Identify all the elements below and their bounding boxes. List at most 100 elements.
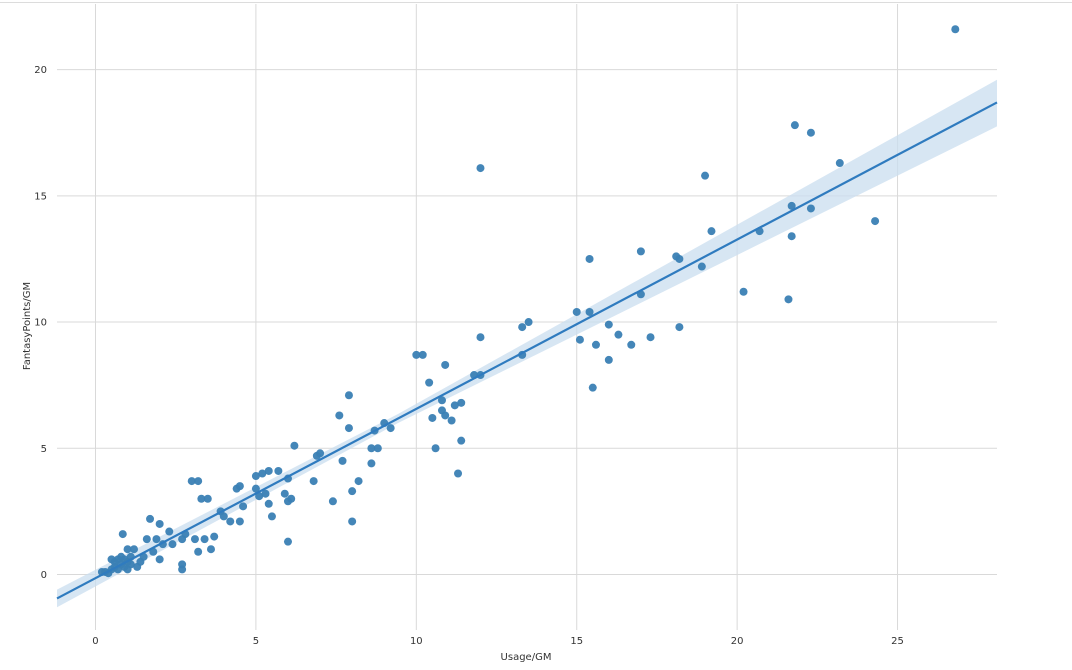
data-point xyxy=(354,477,363,486)
data-point xyxy=(636,247,645,256)
data-point xyxy=(258,469,267,478)
y-tick-label: 5 xyxy=(41,444,47,455)
data-point xyxy=(418,350,427,359)
scatter-points xyxy=(97,25,960,578)
data-point xyxy=(126,560,135,569)
y-tick-label: 15 xyxy=(34,191,47,202)
data-point xyxy=(155,519,164,528)
data-point xyxy=(152,535,161,544)
data-point xyxy=(518,323,527,332)
data-point xyxy=(386,424,395,433)
data-point xyxy=(412,350,421,359)
data-point xyxy=(437,396,446,405)
data-point xyxy=(450,401,459,410)
y-tick-labels: 0 5 10 15 20 xyxy=(34,65,47,581)
data-point xyxy=(155,555,164,564)
data-point xyxy=(287,494,296,503)
data-point xyxy=(572,307,581,316)
x-tick-label: 20 xyxy=(731,636,744,647)
y-tick-label: 0 xyxy=(41,570,47,581)
data-point xyxy=(784,295,793,304)
data-point xyxy=(168,540,177,549)
grid-lines xyxy=(57,4,997,630)
x-axis-label: Usage/GM xyxy=(501,652,552,663)
data-point xyxy=(344,391,353,400)
data-point xyxy=(178,560,187,569)
data-point xyxy=(806,128,815,137)
data-point xyxy=(627,340,636,349)
data-point xyxy=(129,545,138,554)
data-point xyxy=(187,477,196,486)
data-point xyxy=(614,330,623,339)
data-point xyxy=(787,232,796,241)
data-point xyxy=(309,477,318,486)
data-point xyxy=(646,333,655,342)
data-point xyxy=(524,318,533,327)
data-point xyxy=(264,466,273,475)
data-point xyxy=(575,335,584,344)
data-point xyxy=(367,444,376,453)
data-point xyxy=(425,378,434,387)
data-point xyxy=(118,530,127,539)
data-point xyxy=(476,333,485,342)
data-point xyxy=(441,360,450,369)
confidence-band-area xyxy=(57,79,997,608)
data-point xyxy=(790,121,799,130)
y-tick-label: 20 xyxy=(34,65,47,76)
data-point xyxy=(697,262,706,271)
data-point xyxy=(588,383,597,392)
data-point xyxy=(219,512,228,521)
data-point xyxy=(283,537,292,546)
data-point xyxy=(871,217,880,226)
data-point xyxy=(235,517,244,526)
data-point xyxy=(316,449,325,458)
data-point xyxy=(373,444,382,453)
data-point xyxy=(328,497,337,506)
data-point xyxy=(210,532,219,541)
data-point xyxy=(457,436,466,445)
data-point xyxy=(591,340,600,349)
data-point xyxy=(255,492,264,501)
data-point xyxy=(447,416,456,425)
data-point xyxy=(585,254,594,263)
data-point xyxy=(344,424,353,433)
data-point xyxy=(194,547,203,556)
data-point xyxy=(251,472,260,481)
data-point xyxy=(951,25,960,34)
y-axis-label: FantasyPoints/GM xyxy=(22,282,33,370)
data-point xyxy=(604,320,613,329)
data-point xyxy=(142,535,151,544)
data-point xyxy=(239,502,248,511)
data-point xyxy=(806,204,815,213)
data-point xyxy=(206,545,215,554)
data-point xyxy=(267,512,276,521)
data-point xyxy=(200,535,209,544)
data-point xyxy=(165,527,174,536)
data-point xyxy=(787,201,796,210)
x-tick-label: 0 xyxy=(92,636,98,647)
data-point xyxy=(675,323,684,332)
data-point xyxy=(264,499,273,508)
data-point xyxy=(194,477,203,486)
data-point xyxy=(707,227,716,236)
x-tick-label: 5 xyxy=(253,636,259,647)
y-tick-label: 10 xyxy=(34,318,47,329)
data-point xyxy=(476,164,485,173)
x-tick-label: 15 xyxy=(570,636,583,647)
data-point xyxy=(226,517,235,526)
data-point xyxy=(348,517,357,526)
data-point xyxy=(335,411,344,420)
data-point xyxy=(454,469,463,478)
data-point xyxy=(123,545,132,554)
data-point xyxy=(190,535,199,544)
data-point xyxy=(146,514,155,523)
data-point xyxy=(457,398,466,407)
x-tick-labels: 0 5 10 15 20 25 xyxy=(92,636,904,647)
data-point xyxy=(675,254,684,263)
data-point xyxy=(428,413,437,422)
data-point xyxy=(261,489,270,498)
data-point xyxy=(338,456,347,465)
data-point xyxy=(197,494,206,503)
